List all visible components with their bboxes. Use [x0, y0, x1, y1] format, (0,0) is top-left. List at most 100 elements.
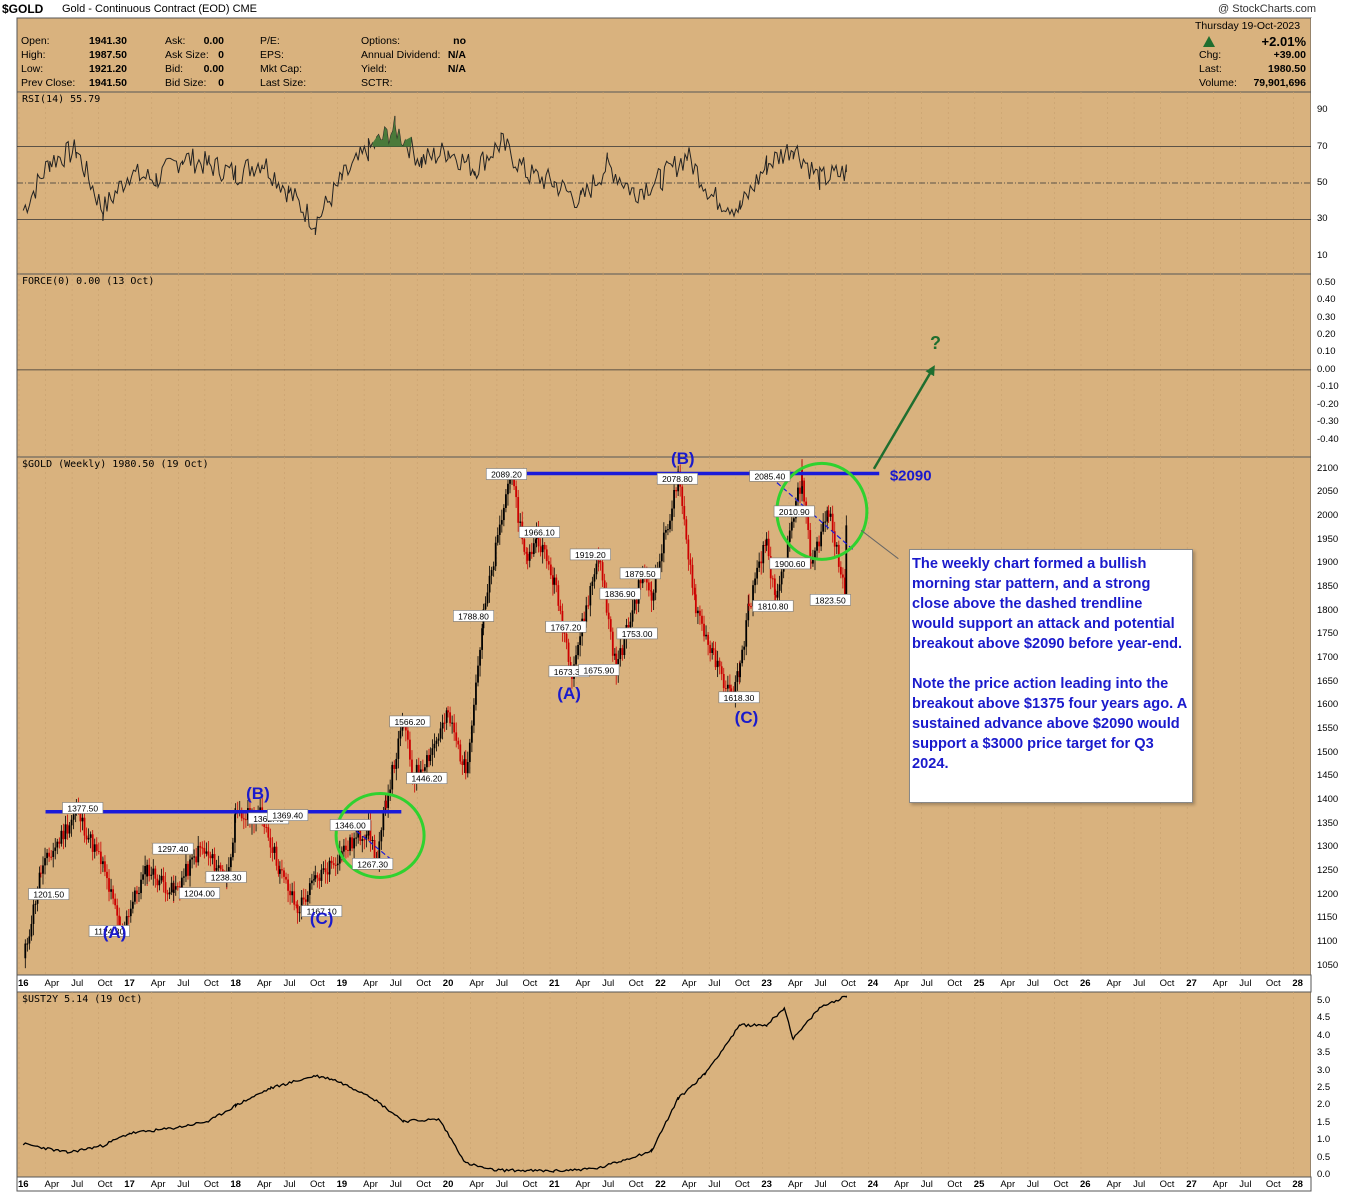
- x-tick-label: Oct: [947, 1179, 963, 1190]
- quote-label: Mkt Cap:: [260, 63, 303, 75]
- gold-candle-body: [439, 728, 442, 739]
- gold-candle-body: [627, 624, 630, 628]
- price-label-box: [329, 819, 371, 831]
- price-label-box: [88, 925, 130, 937]
- gold-candle-body: [424, 767, 426, 771]
- gold-candle-body: [387, 793, 390, 808]
- gold-candle-body: [52, 850, 55, 857]
- gold-candle-body: [127, 916, 130, 918]
- brand-link[interactable]: @ StockCharts.com: [1218, 3, 1316, 15]
- gold-candle-body: [330, 860, 333, 864]
- annotation-box: The weekly chart formed a bullish mornin…: [909, 549, 1193, 803]
- gold-candle-body: [776, 590, 779, 598]
- y-tick-label: 1100: [1317, 935, 1338, 947]
- gold-candle-body: [136, 890, 138, 894]
- gold-candle-body: [490, 570, 493, 576]
- gold-candle-body: [133, 890, 136, 902]
- gold-candle-body: [219, 865, 222, 870]
- gold-candle-body: [790, 521, 793, 531]
- gold-candle-body: [273, 846, 276, 853]
- x-tick-label: Jul: [1133, 978, 1146, 989]
- gold-candle-body: [81, 817, 84, 822]
- gold-candle-body: [431, 748, 434, 755]
- x-tick-label: Apr: [363, 978, 378, 989]
- gold-candle-body: [162, 875, 165, 883]
- x-tick-label: 22: [655, 1179, 666, 1190]
- gold-candle-body: [696, 610, 699, 614]
- price-label-box: [752, 600, 794, 612]
- y-tick-label: 4.5: [1317, 1012, 1331, 1024]
- gold-candle-body: [54, 847, 57, 851]
- gold-candle-body: [803, 480, 805, 502]
- gold-candle-body: [553, 577, 556, 585]
- gold-candle-body: [306, 895, 309, 902]
- gold-candle-body: [215, 867, 218, 871]
- breakout-arrow: [872, 365, 935, 470]
- gold-candle-body: [433, 743, 436, 749]
- x-tick-label: Jul: [71, 978, 84, 989]
- gold-candle-body: [691, 564, 694, 588]
- gold-candle-body: [741, 649, 744, 664]
- x-tick-label: Jul: [602, 1179, 615, 1190]
- gold-candle-body: [146, 864, 149, 877]
- x-tick-label: 27: [1186, 1179, 1197, 1190]
- y-tick-label: 1050: [1317, 959, 1339, 971]
- gold-candle-body: [607, 612, 610, 620]
- gold-candle-body: [477, 665, 479, 683]
- y-tick-label: -0.10: [1317, 381, 1339, 393]
- x-tick-label: Oct: [1265, 978, 1281, 989]
- x-tick-label: Jul: [708, 978, 721, 989]
- gold-candle-body: [595, 563, 598, 575]
- rsi-title: RSI(14) 55.79: [22, 94, 101, 105]
- gold-candle-body: [265, 826, 268, 828]
- gold-candle-body: [743, 646, 746, 650]
- x-tick-label: Apr: [150, 978, 166, 989]
- gold-candle-body: [750, 606, 752, 608]
- gold-candle-body: [449, 712, 451, 724]
- x-tick-label: Oct: [416, 1179, 432, 1190]
- gold-candle-body: [116, 905, 119, 916]
- quote-value: 1941.30: [89, 35, 127, 47]
- y-tick-label: 1.0: [1317, 1134, 1331, 1146]
- gold-candle-body: [58, 841, 61, 844]
- gold-candle-body: [631, 610, 634, 622]
- gold-candle-body: [393, 764, 396, 769]
- quote-value: 0.00: [203, 63, 224, 75]
- gold-candle-body: [209, 855, 212, 859]
- x-tick-label: Apr: [1000, 1179, 1016, 1190]
- price-label-box: [267, 809, 309, 821]
- price-label-box: [406, 772, 448, 784]
- quote-label: P/E:: [260, 35, 280, 47]
- gold-candle-body: [818, 541, 820, 547]
- gold-candle-body: [591, 581, 594, 587]
- y-tick-label: 1750: [1317, 628, 1339, 640]
- gold-candle-body: [322, 868, 325, 870]
- summary-chg-label: Chg:: [1199, 49, 1222, 61]
- gold-candle-body: [189, 859, 191, 876]
- gold-candle-body: [62, 830, 65, 840]
- quote-label: Yield:: [361, 63, 387, 75]
- right-axis-strip: [1311, 18, 1358, 1178]
- gold-candle-body: [845, 525, 848, 596]
- gold-candle-body: [421, 769, 424, 771]
- y-tick-label: 10: [1317, 249, 1328, 261]
- resistance-label: $2090: [890, 468, 932, 485]
- gold-candle-body: [300, 897, 303, 913]
- price-label: 1836.90: [605, 589, 636, 599]
- gold-candle-body: [623, 637, 626, 656]
- x-tick-label: 23: [761, 978, 772, 989]
- gold-candle-body: [66, 824, 69, 834]
- price-label: 2085.40: [754, 471, 785, 481]
- x-tick-label: 18: [230, 978, 241, 989]
- gold-candle-body: [110, 889, 112, 892]
- gold-candle-body: [468, 742, 471, 763]
- x-tick-label: Oct: [310, 978, 325, 989]
- quote-label: EPS:: [260, 49, 284, 61]
- gold-candle-body: [205, 851, 208, 854]
- gold-candle-body: [207, 851, 210, 856]
- callout-pointer: [860, 529, 899, 560]
- gold-candle-body: [774, 594, 777, 598]
- gold-candle-body: [131, 901, 134, 909]
- gold-candle-body: [494, 542, 497, 567]
